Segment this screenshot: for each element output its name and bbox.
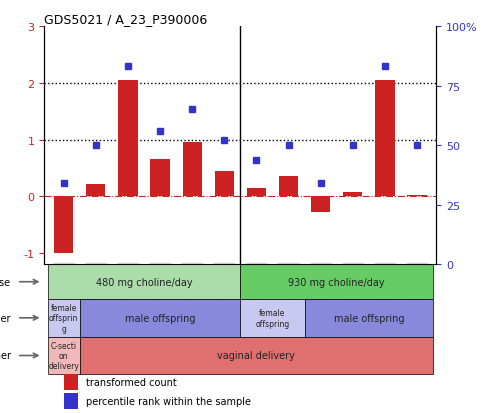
Bar <box>64 394 78 409</box>
Text: dose: dose <box>0 277 11 287</box>
Text: 930 mg choline/day: 930 mg choline/day <box>288 277 385 287</box>
Text: GDS5021 / A_23_P390006: GDS5021 / A_23_P390006 <box>44 13 208 26</box>
Bar <box>247 188 266 197</box>
Text: transformed count: transformed count <box>85 377 176 387</box>
Bar <box>407 196 426 197</box>
Bar <box>54 197 73 254</box>
Text: female
offspring: female offspring <box>255 309 289 328</box>
Text: vaginal delivery: vaginal delivery <box>217 351 295 361</box>
Bar <box>279 177 298 197</box>
Bar <box>86 184 106 197</box>
Bar <box>343 192 362 197</box>
Bar <box>48 265 241 299</box>
Text: male offspring: male offspring <box>125 313 195 323</box>
Bar <box>375 81 394 197</box>
Text: percentile rank within the sample: percentile rank within the sample <box>85 396 250 406</box>
Bar <box>241 299 305 337</box>
Text: other: other <box>0 351 11 361</box>
Bar <box>48 299 80 337</box>
Bar <box>241 265 433 299</box>
Bar <box>305 299 433 337</box>
Text: female
offsprin
g: female offsprin g <box>49 303 78 333</box>
Bar <box>311 197 330 213</box>
Text: gender: gender <box>0 313 11 323</box>
Text: C-secti
on
delivery: C-secti on delivery <box>48 341 79 370</box>
Bar <box>64 374 78 390</box>
Bar <box>214 171 234 197</box>
Bar <box>118 81 138 197</box>
Bar <box>80 299 241 337</box>
Text: male offspring: male offspring <box>334 313 404 323</box>
Bar <box>150 160 170 197</box>
Bar <box>182 143 202 197</box>
Bar <box>48 337 80 375</box>
Text: 480 mg choline/day: 480 mg choline/day <box>96 277 192 287</box>
